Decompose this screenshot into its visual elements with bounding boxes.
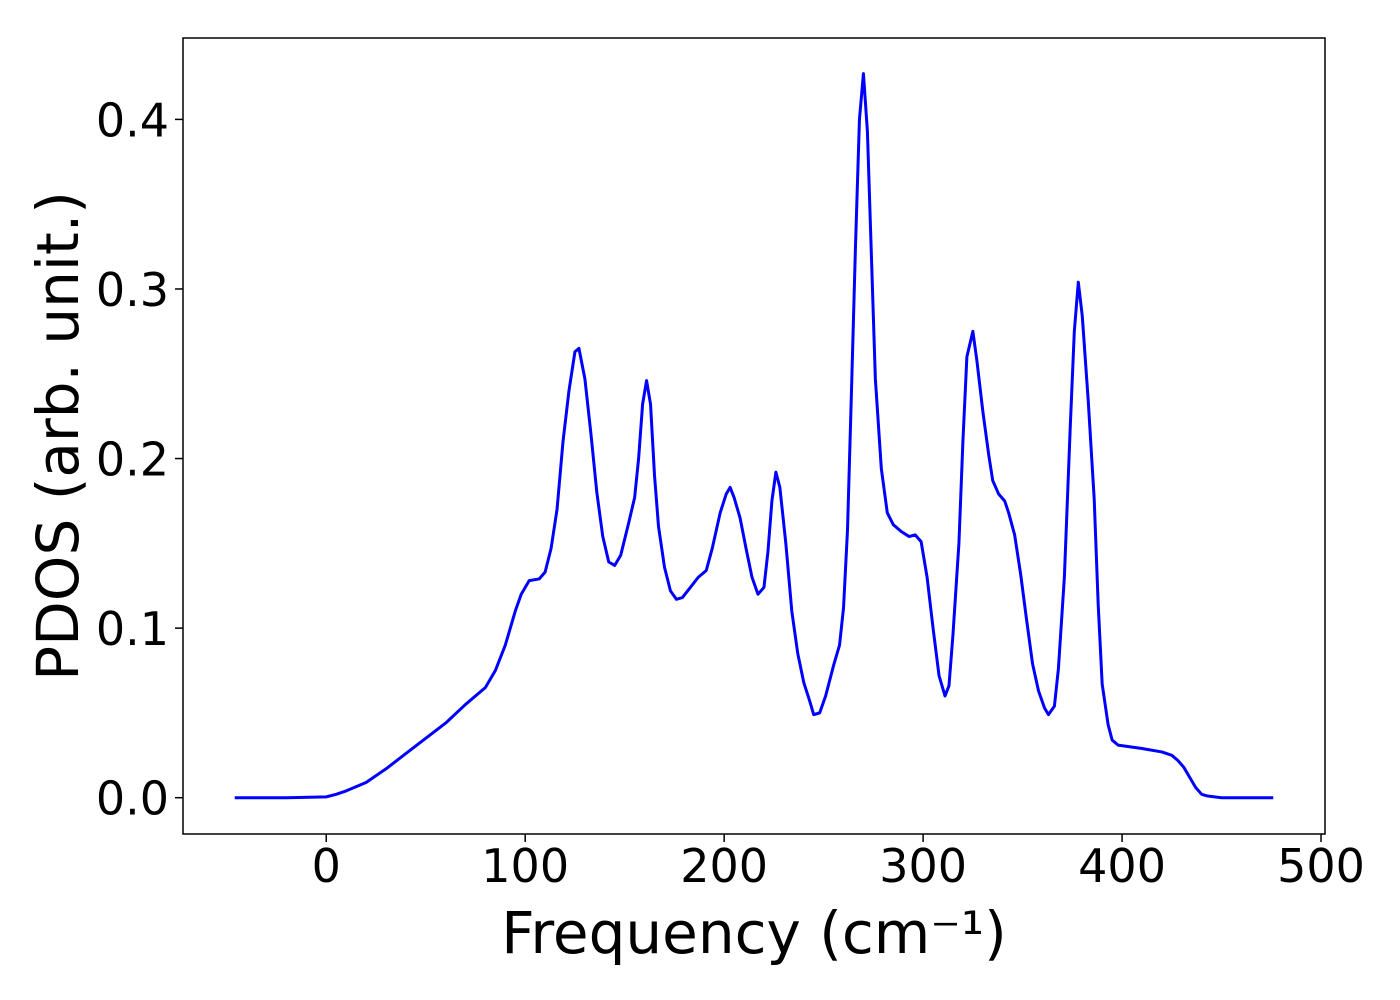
x-tick-label: 500 xyxy=(1277,839,1365,893)
y-axis-label: PDOS (arb. unit.) xyxy=(24,191,92,681)
y-tick-label: 0.1 xyxy=(96,602,169,656)
y-tick-label: 0.3 xyxy=(96,263,169,317)
x-axis-label: Frequency (cm⁻¹) xyxy=(501,899,1007,967)
x-tick-label: 0 xyxy=(312,839,341,893)
x-tick-label: 400 xyxy=(1078,839,1166,893)
x-tick-label: 100 xyxy=(481,839,569,893)
x-tick-label: 300 xyxy=(879,839,967,893)
y-tick-label: 0.0 xyxy=(96,772,169,826)
data-line xyxy=(234,72,1274,800)
y-tick-label: 0.2 xyxy=(96,433,169,487)
y-tick-label: 0.4 xyxy=(96,93,169,147)
x-tick-label: 200 xyxy=(680,839,768,893)
plot-frame xyxy=(182,37,1326,835)
